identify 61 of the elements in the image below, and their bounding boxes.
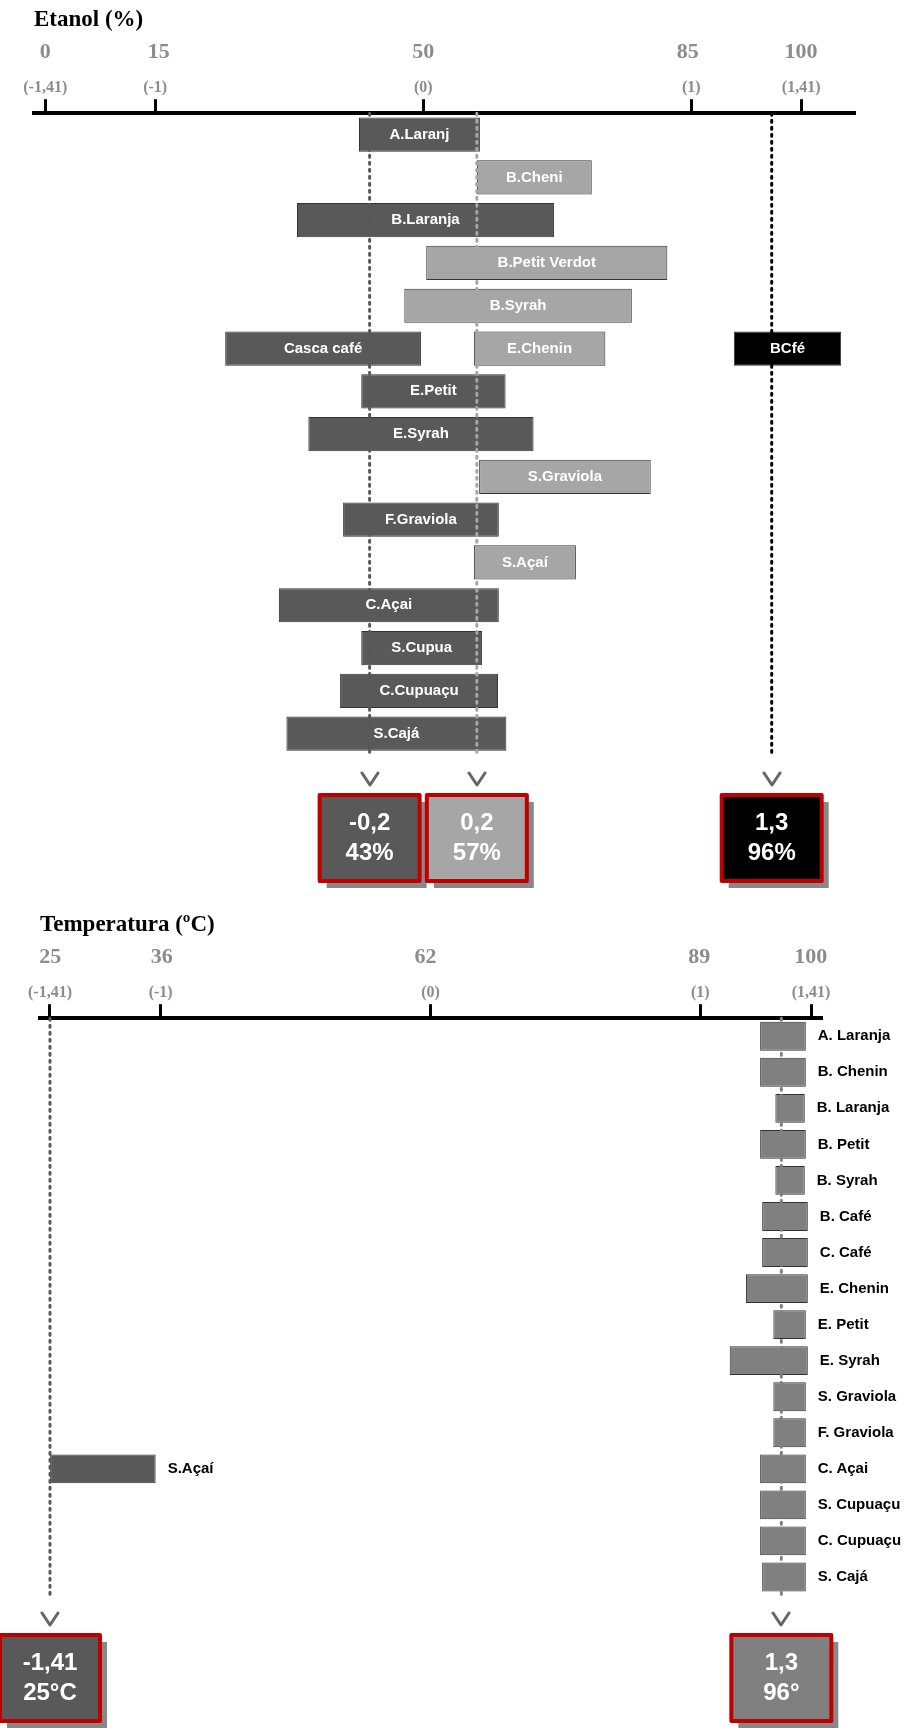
data-label: B. Petit [817, 1134, 870, 1152]
data-label: BCfé [769, 338, 805, 356]
data-label: C. Açai [817, 1458, 869, 1476]
data-label: E.Syrah [393, 424, 449, 442]
x-tick-label: 25 [39, 943, 62, 969]
x-tick-label: 36 [150, 943, 173, 969]
data-label: A.Laranj [389, 124, 450, 142]
data-label: S.Açaí [167, 1458, 215, 1476]
data-label: B. Syrah [816, 1170, 878, 1188]
x-tick-label: 100 [794, 943, 828, 969]
x-tick-label: 62 [414, 943, 437, 969]
data-label: F.Graviola [385, 509, 458, 527]
data-label: S.Cajá [373, 723, 420, 741]
data-label: C.Açai [365, 595, 413, 613]
data-label: E. Chenin [819, 1278, 889, 1296]
data-label: S.Graviola [527, 467, 603, 485]
x2-tick-label: (0) [421, 982, 440, 1001]
data-label: F. Graviola [817, 1422, 895, 1440]
data-label: E.Chenin [507, 338, 573, 356]
x2-tick-label: (1) [681, 77, 701, 96]
data-label: S.Cupua [391, 638, 453, 656]
data-label: S.Açaí [501, 552, 549, 570]
x2-tick-label: (-1) [143, 77, 168, 96]
data-label: E.Petit [410, 381, 457, 399]
ref-line-label: -0,2 43% [345, 807, 394, 865]
data-label: C.Cupuaçu [379, 680, 459, 698]
ref-line-label: 1,3 96% [747, 807, 796, 865]
x-tick-label: 15 [147, 38, 170, 64]
chart-title: Etanol (%) [34, 5, 144, 31]
data-label: C. Cupuaçu [817, 1531, 902, 1549]
x2-tick-label: (-1,41) [27, 982, 72, 1001]
data-label: E. Petit [817, 1314, 869, 1332]
data-label: S. Cajá [817, 1567, 869, 1585]
chart-title: Temperatura (ºC) [40, 910, 215, 936]
data-label: S. Cupuaçu [817, 1495, 901, 1513]
ref-line-label: 0,2 57% [452, 807, 501, 865]
data-label: S. Graviola [817, 1386, 897, 1404]
data-label: B.Cheni [505, 167, 563, 185]
data-label: B. Chenin [817, 1062, 888, 1080]
data-label: C. Café [819, 1242, 872, 1260]
x-tick-label: 0 [39, 38, 51, 64]
data-label: Casca café [283, 338, 363, 356]
x2-tick-label: (-1) [148, 982, 173, 1001]
data-label: B.Syrah [489, 295, 547, 313]
data-label: B.Laranja [391, 210, 461, 228]
data-label: B. Laranja [816, 1098, 890, 1116]
x-tick-label: 89 [688, 943, 711, 969]
data-label: A. Laranja [817, 1026, 891, 1044]
x-tick-label: 85 [676, 38, 699, 64]
x2-tick-label: (1,41) [791, 982, 831, 1001]
x2-tick-label: (0) [413, 77, 433, 96]
ref-line-label: -1,41 25°C [22, 1647, 78, 1705]
data-label: B.Petit Verdot [497, 253, 596, 271]
x-tick-label: 100 [784, 38, 818, 64]
data-label: B. Café [819, 1206, 872, 1224]
x2-tick-label: (-1,41) [23, 77, 68, 96]
data-label: E. Syrah [819, 1350, 880, 1368]
x-tick-label: 50 [412, 38, 435, 64]
x2-tick-label: (1,41) [781, 77, 821, 96]
ref-line-label: 1,3 96° [763, 1647, 800, 1705]
x2-tick-label: (1) [691, 982, 710, 1001]
